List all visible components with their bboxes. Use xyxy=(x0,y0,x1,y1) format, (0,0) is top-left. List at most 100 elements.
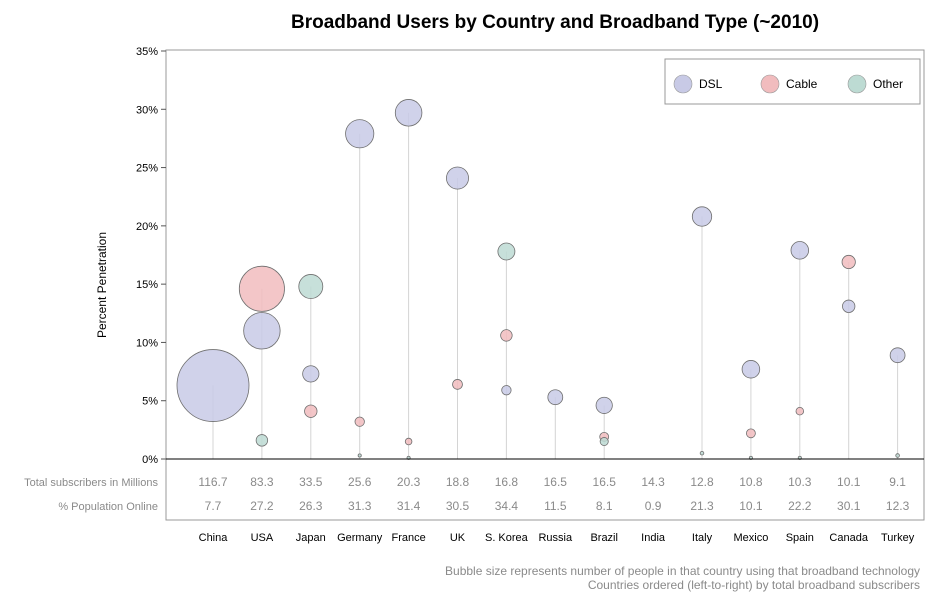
footnote: Bubble size represents number of people … xyxy=(445,564,920,578)
legend-swatch xyxy=(760,74,780,94)
y-tick-label: 10% xyxy=(136,337,158,349)
x-tick-label: USA xyxy=(251,532,274,544)
x-tick-label: Spain xyxy=(786,532,814,544)
table-cell: 18.8 xyxy=(446,475,470,489)
x-tick-label: Germany xyxy=(337,532,383,544)
bubble-dsl-usa xyxy=(243,312,281,350)
x-tick-label: India xyxy=(641,532,666,544)
bubble-cable-s-korea xyxy=(500,329,513,342)
bubble-other-s-korea xyxy=(497,242,516,261)
bubble-cable-mexico xyxy=(746,428,756,439)
table-cell: 12.8 xyxy=(690,475,714,489)
bubble-dsl-mexico xyxy=(741,360,761,379)
bubble-dsl-italy xyxy=(691,206,713,227)
bubble-cable-france xyxy=(404,437,413,446)
footnotes: Bubble size represents number of people … xyxy=(445,564,920,592)
table-cell: 10.1 xyxy=(739,499,763,513)
bubble-dsl-france xyxy=(394,99,423,127)
table-cell: 31.3 xyxy=(348,499,372,513)
table-cell: 7.7 xyxy=(205,499,222,513)
table-cell: 83.3 xyxy=(250,475,274,489)
bubble-other-germany xyxy=(357,453,362,458)
plot-frame xyxy=(165,49,925,521)
bubble-dsl-russia xyxy=(547,389,564,406)
legend-label: DSL xyxy=(699,77,723,91)
table-cell: 25.6 xyxy=(348,475,372,489)
x-tick-label: China xyxy=(199,532,229,544)
table-cell: 22.2 xyxy=(788,499,812,513)
legend-swatch xyxy=(673,74,693,94)
table-cell: 26.3 xyxy=(299,499,323,513)
legend-box xyxy=(664,58,921,105)
bubble-dsl-canada xyxy=(842,299,856,313)
table-cell: 10.3 xyxy=(788,475,812,489)
table-cell: 8.1 xyxy=(596,499,613,513)
legend-swatch xyxy=(847,74,867,94)
x-tick-label: S. Korea xyxy=(485,532,529,544)
bubble-cable-usa xyxy=(238,265,285,312)
bubble-dsl-uk xyxy=(446,166,469,190)
bubble-dsl-s-korea xyxy=(501,385,512,396)
y-tick-label: 25% xyxy=(136,163,158,175)
table-cell: 30.5 xyxy=(446,499,470,513)
y-tick-label: 15% xyxy=(136,279,158,291)
table-cell: 21.3 xyxy=(690,499,714,513)
table-cell: 31.4 xyxy=(397,499,421,513)
bubble-cable-japan xyxy=(304,404,318,418)
bubble-dsl-china xyxy=(176,349,250,422)
x-tick-label: France xyxy=(391,532,425,544)
y-tick-label: 0% xyxy=(142,454,158,466)
bubble-other-turkey xyxy=(895,453,900,458)
bubbles xyxy=(176,99,906,460)
drop-lines xyxy=(212,112,899,459)
bubble-dsl-germany xyxy=(345,119,375,149)
x-axis: China USA Japan Germany France UK S. Korea Russ… xyxy=(199,532,915,544)
table-cell: 0.9 xyxy=(645,499,662,513)
bubble-dsl-japan xyxy=(302,365,320,383)
y-tick-label: 5% xyxy=(142,396,158,408)
legend-label: Cable xyxy=(786,77,818,91)
table-row-label: % Population Online xyxy=(58,501,158,513)
x-tick-label: UK xyxy=(450,532,466,544)
bubble-other-japan xyxy=(298,274,324,299)
x-tick-label: Mexico xyxy=(733,532,768,544)
footnote: Countries ordered (left-to-right) by tot… xyxy=(588,578,920,592)
table-cell: 10.8 xyxy=(739,475,763,489)
bubble-other-usa xyxy=(255,434,269,447)
x-tick-label: Canada xyxy=(829,532,868,544)
bubble-dsl-turkey xyxy=(889,347,906,364)
table-cell: 10.1 xyxy=(837,475,861,489)
table-cell: 27.2 xyxy=(250,499,274,513)
bubble-dsl-brazil xyxy=(595,396,613,414)
table-cell: 16.5 xyxy=(544,475,568,489)
data-table: Total subscribers in Millions 116.7 83.3 33… xyxy=(24,475,909,513)
legend-label: Other xyxy=(873,77,903,91)
bubble-other-italy xyxy=(699,450,705,456)
table-cell: 11.5 xyxy=(544,499,567,513)
bubble-cable-uk xyxy=(452,379,463,390)
x-tick-label: Japan xyxy=(296,532,326,544)
table-cell: 16.8 xyxy=(495,475,519,489)
chart-title: Broadband Users by Country and Broadband… xyxy=(291,12,819,33)
y-tick-label: 35% xyxy=(136,46,158,58)
table-cell: 34.4 xyxy=(495,499,519,513)
table-cell: 20.3 xyxy=(397,475,421,489)
x-tick-label: Brazil xyxy=(590,532,618,544)
bubble-cable-spain xyxy=(795,407,804,416)
table-cell: 30.1 xyxy=(837,499,861,513)
bubble-other-brazil xyxy=(599,437,609,446)
x-tick-label: Turkey xyxy=(881,532,915,544)
table-cell: 9.1 xyxy=(889,475,906,489)
x-tick-label: Russia xyxy=(538,532,573,544)
y-axis: 0% 5% 10% 15% 20% 25% 30% 35% xyxy=(136,46,924,466)
bubble-cable-germany xyxy=(354,416,365,427)
table-row-label: Total subscribers in Millions xyxy=(24,477,158,489)
table-cell: 12.3 xyxy=(886,499,910,513)
bubble-dsl-spain xyxy=(790,241,810,260)
table-cell: 16.5 xyxy=(593,475,617,489)
table-cell: 14.3 xyxy=(641,475,665,489)
y-tick-label: 30% xyxy=(136,104,158,116)
y-axis-label: Percent Penetration xyxy=(95,232,109,338)
y-tick-label: 20% xyxy=(136,221,158,233)
